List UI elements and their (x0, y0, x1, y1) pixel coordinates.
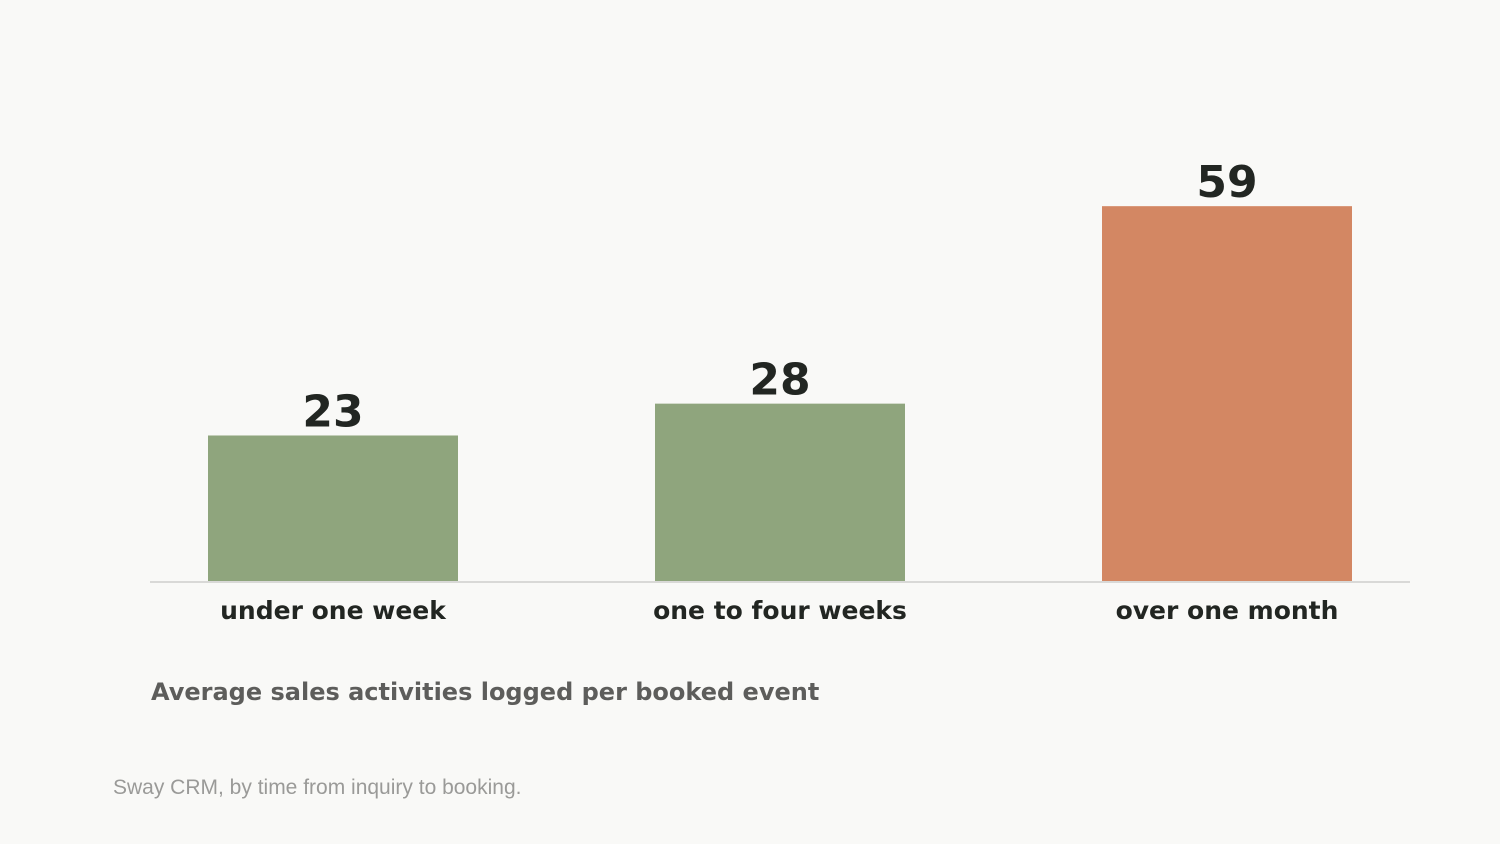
bar-1 (208, 435, 458, 582)
bar-2 (655, 403, 905, 582)
category-label-3: over one month (1116, 596, 1339, 625)
value-label-3: 59 (1196, 157, 1257, 208)
value-label-2: 28 (749, 355, 810, 406)
bar-chart: 23 under one week 28 one to four weeks 59 ove… (150, 157, 1410, 625)
bar-3 (1102, 206, 1352, 583)
labels-layer: 23 under one week 28 one to four weeks 59 ove… (220, 157, 1338, 625)
bars-layer (208, 206, 1352, 583)
category-label-2: one to four weeks (653, 596, 907, 625)
chart-caption: Sway CRM, by time from inquiry to bookin… (113, 776, 522, 799)
category-label-1: under one week (220, 596, 447, 625)
value-label-1: 23 (302, 386, 363, 437)
chart-title: Average sales activities logged per book… (151, 678, 820, 706)
